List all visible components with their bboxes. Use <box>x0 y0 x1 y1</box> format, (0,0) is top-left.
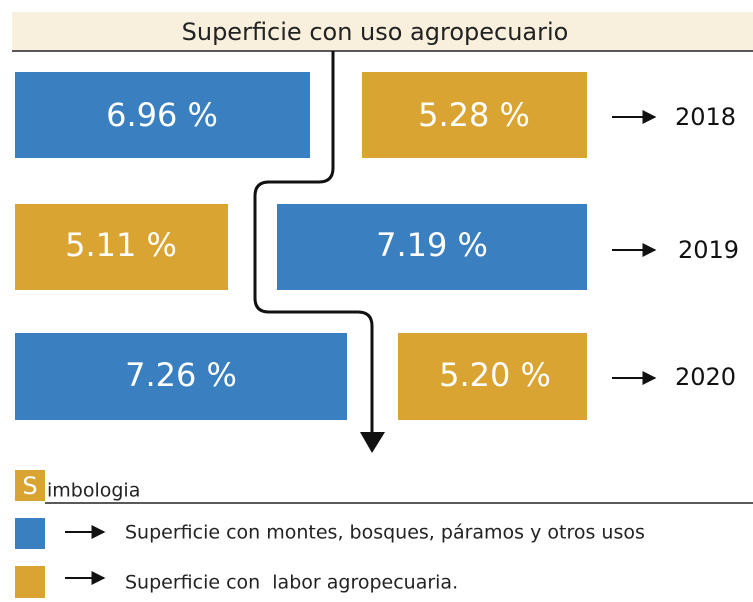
gold-box <box>15 204 228 290</box>
gold-value: 5.20 % <box>439 356 551 394</box>
gold-value: 5.11 % <box>65 226 177 264</box>
title: Superficie con uso agropecuario <box>182 18 569 46</box>
gold-value: 5.28 % <box>418 96 530 134</box>
legend-initial: S <box>22 472 37 500</box>
year: 2018 <box>675 103 736 131</box>
blue-box <box>15 72 310 158</box>
legend-initial-box <box>15 470 45 501</box>
legend-item: Superficie con labor agropecuaria. <box>125 572 458 594</box>
legend-swatch <box>15 518 45 549</box>
flow-line <box>253 51 374 432</box>
flow-arrowhead <box>360 432 385 453</box>
title-band <box>12 12 753 50</box>
gold-box <box>362 72 587 158</box>
year: 2020 <box>675 363 736 391</box>
legend-swatch <box>15 566 45 598</box>
year: 2019 <box>678 236 739 264</box>
blue-value: 6.96 % <box>106 96 218 134</box>
blue-box <box>15 333 347 420</box>
blue-value: 7.19 % <box>376 226 488 264</box>
blue-value: 7.26 % <box>125 356 237 394</box>
gold-box <box>398 333 587 420</box>
legend-item: Superficie con montes, bosques, páramos … <box>125 522 645 544</box>
blue-box <box>277 204 587 290</box>
legend-heading: imbologia <box>47 480 140 502</box>
